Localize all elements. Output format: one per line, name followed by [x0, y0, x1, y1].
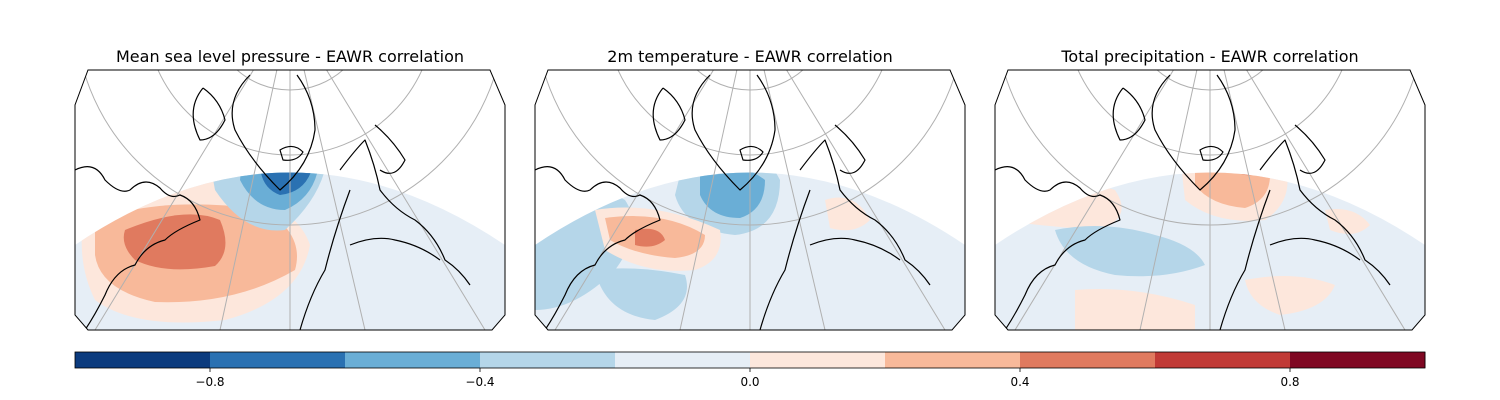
colorbar-segment	[1020, 352, 1156, 368]
colorbar-segment	[480, 352, 616, 368]
colorbar-ticks: −0.8 −0.4 0.0 0.4 0.8	[195, 368, 1300, 389]
colorbar-segment	[75, 352, 211, 368]
map-panel-precip: Total precipitation - EAWR correlation	[994, 47, 1426, 331]
panel-title: 2m temperature - EAWR correlation	[607, 47, 892, 66]
coastlines	[995, 74, 1391, 330]
map-panel-mslp: Mean sea level pressure - EAWR correlati…	[74, 47, 506, 331]
colorbar-tick-label: 0.8	[1280, 375, 1299, 389]
graticule	[995, 70, 1425, 330]
colorbar-segment	[1290, 352, 1426, 368]
panel-title: Mean sea level pressure - EAWR correlati…	[116, 47, 464, 66]
colorbar: −0.8 −0.4 0.0 0.4 0.8	[74, 351, 1426, 389]
map-panel-t2m: 2m temperature - EAWR correlation	[534, 47, 966, 331]
colorbar-segment	[210, 352, 346, 368]
colorbar-segment	[750, 352, 886, 368]
coastlines	[535, 74, 931, 330]
colorbar-tick-label: −0.8	[195, 375, 224, 389]
map-frame	[74, 69, 506, 331]
colorbar-segment	[1155, 352, 1291, 368]
colorbar-segments	[75, 352, 1426, 368]
colorbar-tick-label: 0.4	[1010, 375, 1029, 389]
colorbar-segment	[345, 352, 481, 368]
colorbar-tick-label: −0.4	[465, 375, 494, 389]
colorbar-tick-label: 0.0	[740, 375, 759, 389]
graticule	[75, 70, 505, 330]
graticule	[535, 70, 965, 330]
panel-title: Total precipitation - EAWR correlation	[1060, 47, 1358, 66]
coastlines	[75, 74, 471, 330]
map-frame	[534, 69, 966, 331]
colorbar-segment	[615, 352, 751, 368]
colorbar-segment	[885, 352, 1021, 368]
map-frame	[994, 69, 1426, 331]
